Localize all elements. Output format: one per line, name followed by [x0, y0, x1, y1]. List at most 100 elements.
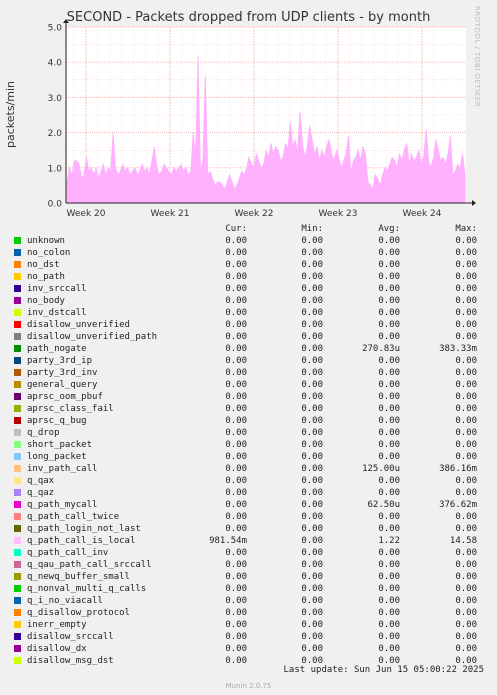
legend-max: 0.00: [455, 584, 477, 594]
legend-row: general_query 0.00 0.00 0.00 0.00: [0, 379, 497, 391]
legend-swatch: [14, 417, 21, 424]
legend-min: 0.00: [301, 632, 323, 642]
chart-title: SECOND - Packets dropped from UDP client…: [66, 10, 431, 25]
legend-avg: 0.00: [378, 572, 400, 582]
legend-swatch: [14, 333, 21, 340]
legend-avg: 0.00: [378, 476, 400, 486]
legend-max: 0.00: [455, 452, 477, 462]
legend-avg: 1.22: [378, 536, 400, 546]
legend-cur: 0.00: [225, 584, 247, 594]
legend-row: inv_srccall 0.00 0.00 0.00 0.00: [0, 283, 497, 295]
legend-row: q_qax 0.00 0.00 0.00 0.00: [0, 475, 497, 487]
legend-avg: 0.00: [378, 548, 400, 558]
legend-max: 0.00: [455, 260, 477, 270]
legend-row: disallow_unverified_path 0.00 0.00 0.00 0.00: [0, 331, 497, 343]
legend-swatch: [14, 261, 21, 268]
legend-min: 0.00: [301, 620, 323, 630]
legend-name: inv_srccall: [27, 284, 87, 294]
legend-swatch: [14, 537, 21, 544]
legend-name: q_path_call_is_local: [27, 536, 136, 546]
legend-row: q_path_mycall 0.00 0.00 62.50u 376.62m: [0, 499, 497, 511]
legend-name: q_path_call_inv: [27, 548, 109, 558]
legend-row: no_body 0.00 0.00 0.00 0.00: [0, 295, 497, 307]
legend-row: q_path_login_not_last 0.00 0.00 0.00 0.00: [0, 523, 497, 535]
legend-max: 0.00: [455, 620, 477, 630]
legend-swatch: [14, 285, 21, 292]
legend-min: 0.00: [301, 548, 323, 558]
legend-row: long_packet 0.00 0.00 0.00 0.00: [0, 451, 497, 463]
legend-name: q_i_no_viacall: [27, 596, 103, 606]
series-area-q-path-call-is-local: [66, 55, 466, 204]
legend-name: no_body: [27, 296, 65, 306]
x-tick-label: Week 20: [67, 209, 106, 219]
legend-max: 0.00: [455, 476, 477, 486]
last-update: Last update: Sun Jun 15 05:00:22 2025: [283, 665, 484, 675]
legend-min: 0.00: [301, 584, 323, 594]
legend-cur: 0.00: [225, 416, 247, 426]
legend-header-min: Min:: [301, 224, 323, 234]
legend-max: 0.00: [455, 416, 477, 426]
legend-swatch: [14, 405, 21, 412]
legend-cur: 0.00: [225, 656, 247, 666]
legend-max: 0.00: [455, 548, 477, 558]
legend-min: 0.00: [301, 524, 323, 534]
legend-avg: 0.00: [378, 584, 400, 594]
legend-max: 0.00: [455, 392, 477, 402]
legend-cur: 0.00: [225, 548, 247, 558]
legend-max: 0.00: [455, 512, 477, 522]
legend-cur: 0.00: [225, 368, 247, 378]
legend-name: inv_path_call: [27, 464, 98, 474]
legend-max: 0.00: [455, 560, 477, 570]
legend-row: q_qau_path_call_srccall 0.00 0.00 0.00 0.00: [0, 559, 497, 571]
legend-avg: 0.00: [378, 368, 400, 378]
legend-cur: 0.00: [225, 320, 247, 330]
legend-avg: 0.00: [378, 404, 400, 414]
legend-avg: 0.00: [378, 512, 400, 522]
legend-max: 14.58: [449, 536, 477, 546]
legend-avg: 0.00: [378, 524, 400, 534]
legend-min: 0.00: [301, 452, 323, 462]
legend-cur: 981.54m: [209, 536, 247, 546]
legend-row: aprsc_class_fail 0.00 0.00 0.00 0.00: [0, 403, 497, 415]
legend-min: 0.00: [301, 536, 323, 546]
legend-swatch: [14, 549, 21, 556]
x-axis-arrow: [472, 200, 476, 206]
legend-row: q_path_call_twice 0.00 0.00 0.00 0.00: [0, 511, 497, 523]
legend-avg: 0.00: [378, 356, 400, 366]
legend-name: general_query: [27, 380, 98, 390]
legend-avg: 0.00: [378, 632, 400, 642]
legend-cur: 0.00: [225, 620, 247, 630]
legend-min: 0.00: [301, 356, 323, 366]
legend-min: 0.00: [301, 572, 323, 582]
legend-row: unknown 0.00 0.00 0.00 0.00: [0, 235, 497, 247]
legend-cur: 0.00: [225, 440, 247, 450]
legend-swatch: [14, 345, 21, 352]
legend-name: q_qaz: [27, 488, 55, 498]
munin-version: Munin 2.0.75: [225, 682, 272, 690]
legend-max: 0.00: [455, 296, 477, 306]
legend-max: 383.33m: [439, 344, 477, 354]
legend-name: party_3rd_ip: [27, 356, 93, 366]
legend-avg: 0.00: [378, 656, 400, 666]
legend-swatch: [14, 477, 21, 484]
legend-row: inv_dstcall 0.00 0.00 0.00 0.00: [0, 307, 497, 319]
legend-avg: 125.00u: [362, 464, 400, 474]
y-tick-label: 3.0: [48, 94, 63, 104]
legend-avg: 0.00: [378, 236, 400, 246]
legend-max: 0.00: [455, 632, 477, 642]
legend-row: no_dst 0.00 0.00 0.00 0.00: [0, 259, 497, 271]
legend-cur: 0.00: [225, 608, 247, 618]
legend-swatch: [14, 657, 21, 664]
legend-min: 0.00: [301, 248, 323, 258]
legend-max: 0.00: [455, 272, 477, 282]
legend-max: 0.00: [455, 608, 477, 618]
legend-name: q_newq_buffer_small: [27, 572, 130, 582]
legend-min: 0.00: [301, 608, 323, 618]
legend-name: q_path_login_not_last: [27, 524, 141, 534]
legend-cur: 0.00: [225, 452, 247, 462]
legend-avg: 0.00: [378, 380, 400, 390]
legend-max: 0.00: [455, 572, 477, 582]
legend-max: 0.00: [455, 308, 477, 318]
legend-row: party_3rd_inv 0.00 0.00 0.00 0.00: [0, 367, 497, 379]
legend-row: inv_path_call 0.00 0.00 125.00u 386.16m: [0, 463, 497, 475]
